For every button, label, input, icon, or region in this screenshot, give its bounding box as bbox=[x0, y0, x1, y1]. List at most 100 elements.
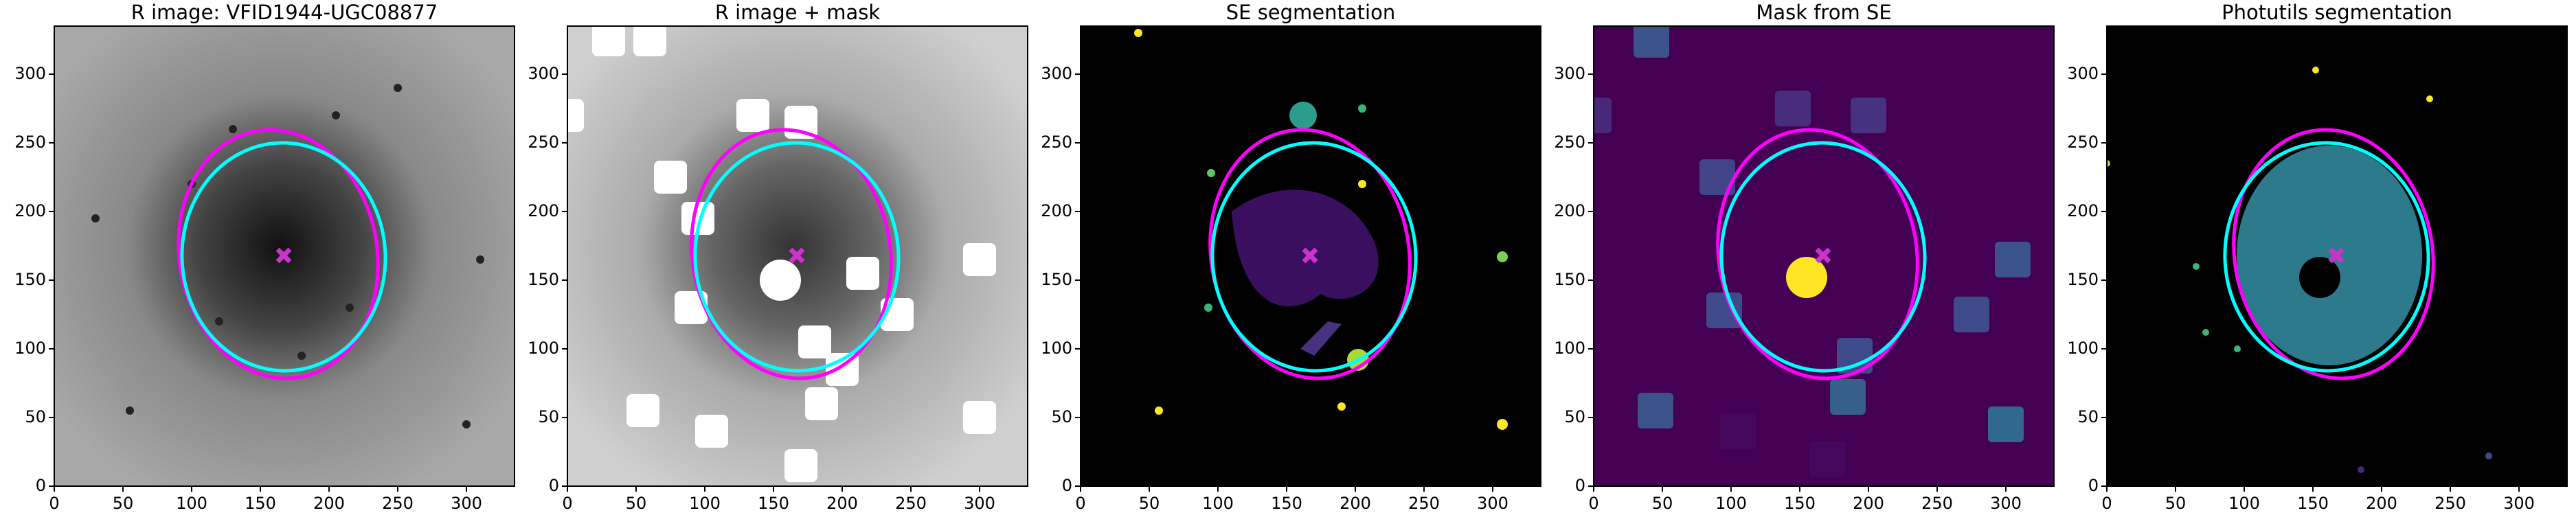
x-tick-label: 200 bbox=[826, 494, 858, 513]
y-tick-label: 250 bbox=[2067, 133, 2099, 152]
y-tick-label: 250 bbox=[528, 133, 559, 152]
x-tick-label: 50 bbox=[1652, 494, 1673, 513]
center-marker bbox=[1815, 247, 1831, 264]
star bbox=[346, 304, 354, 312]
x-tick-label: 200 bbox=[1853, 494, 1884, 513]
segment-blob bbox=[2107, 160, 2110, 167]
y-tick-label: 250 bbox=[1554, 133, 1585, 152]
x-tick-label: 50 bbox=[1139, 494, 1160, 513]
star bbox=[297, 352, 306, 360]
mask-box bbox=[626, 394, 659, 427]
y-tick-label: 150 bbox=[528, 270, 559, 289]
segment-blob bbox=[2426, 95, 2433, 102]
mask-box bbox=[1837, 338, 1873, 374]
mask-box bbox=[1634, 26, 1669, 58]
mask-box bbox=[592, 26, 625, 56]
segment-blob bbox=[1337, 402, 1346, 411]
segment-blob bbox=[1358, 104, 1366, 113]
y-tick-label: 100 bbox=[14, 339, 46, 358]
segment-blob bbox=[1358, 180, 1366, 188]
mask-box bbox=[1594, 98, 1612, 133]
mask-box bbox=[567, 99, 584, 132]
x-tick-label: 250 bbox=[1408, 494, 1440, 513]
x-tick-label: 0 bbox=[49, 494, 59, 513]
x-tick-label: 100 bbox=[689, 494, 721, 513]
mask-box bbox=[681, 202, 714, 235]
segment-blob bbox=[1204, 304, 1212, 312]
y-tick-label: 50 bbox=[2077, 407, 2099, 426]
y-tick-label: 200 bbox=[1041, 201, 1072, 220]
mask-box bbox=[963, 401, 996, 434]
y-tick-label: 50 bbox=[538, 407, 559, 426]
y-tick-label: 300 bbox=[1554, 64, 1585, 83]
mask-box bbox=[1638, 393, 1673, 428]
y-tick-label: 150 bbox=[1554, 270, 1585, 289]
y-tick-label: 150 bbox=[2067, 270, 2099, 289]
ellipse bbox=[690, 128, 893, 380]
y-tick-label: 0 bbox=[549, 476, 559, 495]
x-tick-label: 300 bbox=[2503, 494, 2535, 513]
x-tick-label: 200 bbox=[313, 494, 345, 513]
ellipse bbox=[1716, 128, 1919, 380]
x-tick-label: 200 bbox=[2366, 494, 2397, 513]
y-tick-label: 50 bbox=[25, 407, 46, 426]
x-tick-label: 250 bbox=[2434, 494, 2466, 513]
x-tick-label: 0 bbox=[562, 494, 572, 513]
y-tick-label: 150 bbox=[1041, 270, 1072, 289]
panel-title: R image: VFID1944-UGC08877 bbox=[131, 1, 438, 24]
image bbox=[2107, 26, 2567, 486]
ellipse bbox=[1210, 141, 1418, 373]
mask-box bbox=[675, 291, 708, 324]
axes-frame bbox=[1593, 25, 2055, 487]
segment-blob bbox=[2193, 263, 2200, 270]
star bbox=[394, 84, 402, 92]
y-tick-label: 0 bbox=[1575, 476, 1585, 495]
y-tick-label: 200 bbox=[2067, 201, 2099, 220]
y-tick-label: 50 bbox=[1051, 407, 1072, 426]
x-tick-label: 0 bbox=[1588, 494, 1598, 513]
y-tick-label: 100 bbox=[1041, 339, 1072, 358]
panel-title: Mask from SE bbox=[1756, 1, 1891, 24]
y-tick-label: 0 bbox=[1062, 476, 1072, 495]
center-marker bbox=[789, 247, 805, 264]
center-marker bbox=[2328, 247, 2345, 264]
panel: R image: VFID1944-UGC08877 0 50 100 150 200 25… bbox=[14, 1, 515, 513]
x-tick-label: 150 bbox=[2297, 494, 2329, 513]
mask-hole bbox=[1786, 257, 1827, 298]
x-tick-label: 0 bbox=[1075, 494, 1085, 513]
x-tick-label: 300 bbox=[451, 494, 482, 513]
mask-box bbox=[736, 99, 769, 132]
panel: Photutils segmentation 0 50 100 150 200 250 300… bbox=[2067, 1, 2568, 513]
segment-blob bbox=[1497, 419, 1508, 430]
image bbox=[1594, 26, 2054, 486]
x-tick-label: 300 bbox=[1477, 494, 1509, 513]
x-tick-label: 50 bbox=[2165, 494, 2187, 513]
mask-box bbox=[1830, 379, 1866, 415]
mask-box bbox=[1988, 407, 2024, 442]
axes-frame bbox=[2106, 25, 2568, 487]
mask-box bbox=[1995, 242, 2031, 277]
segment bbox=[2237, 146, 2422, 365]
x-tick-label: 50 bbox=[113, 494, 134, 513]
mask-box bbox=[846, 257, 879, 290]
ellipse bbox=[180, 141, 387, 373]
star bbox=[332, 111, 340, 119]
center-marker bbox=[275, 247, 292, 264]
axes-frame bbox=[1080, 25, 1541, 487]
segment-blob bbox=[1497, 251, 1508, 262]
mask-box bbox=[1851, 98, 1886, 133]
star bbox=[215, 317, 223, 325]
mask-box bbox=[654, 161, 687, 194]
panel: SE segmentation 0 50 100 150 200 250 300 0 50 100 1… bbox=[1041, 1, 1541, 513]
ellipse bbox=[693, 141, 901, 373]
ellipse bbox=[177, 128, 380, 380]
y-tick-label: 250 bbox=[14, 133, 46, 152]
y-tick-label: 250 bbox=[1041, 133, 1072, 152]
y-tick-label: 150 bbox=[14, 270, 46, 289]
panel-title: SE segmentation bbox=[1226, 1, 1395, 24]
mask-box bbox=[805, 387, 838, 420]
x-tick-label: 300 bbox=[1990, 494, 2022, 513]
x-tick-label: 150 bbox=[245, 494, 276, 513]
mask-box bbox=[1706, 293, 1742, 328]
y-tick-label: 300 bbox=[2067, 64, 2099, 83]
